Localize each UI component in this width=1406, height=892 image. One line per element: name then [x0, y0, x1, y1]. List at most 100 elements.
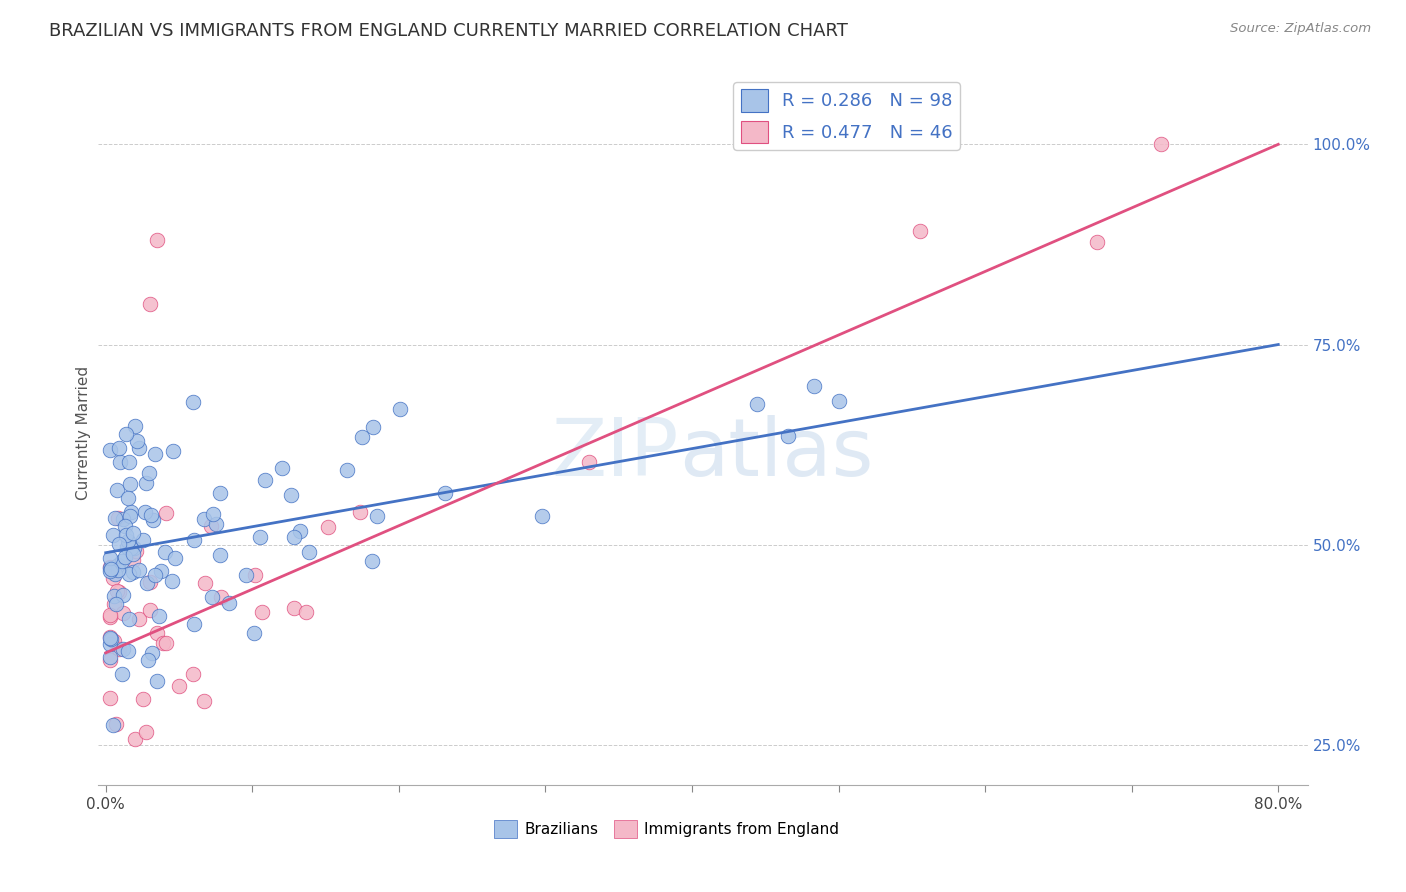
Point: [98, 650, 121, 665]
Point: [162, 443, 184, 458]
Point: [145, 674, 167, 689]
Point: [209, 486, 232, 500]
Point: [352, 429, 374, 443]
Point: [163, 551, 186, 566]
Point: [100, 562, 122, 576]
Point: [349, 505, 371, 519]
Point: [298, 545, 321, 559]
Point: [105, 583, 128, 598]
Point: [530, 508, 553, 523]
Point: [138, 297, 160, 311]
Point: [145, 626, 167, 640]
Point: [135, 475, 157, 490]
Point: [122, 547, 145, 561]
Point: [366, 509, 388, 524]
Point: [98, 607, 121, 622]
Point: [98, 630, 121, 644]
Y-axis label: Currently Married: Currently Married: [76, 366, 91, 500]
Point: [98, 560, 121, 574]
Point: [142, 513, 165, 527]
Point: [103, 634, 125, 648]
Point: [122, 541, 145, 555]
Point: [218, 596, 240, 610]
Text: Source: ZipAtlas.com: Source: ZipAtlas.com: [1230, 22, 1371, 36]
Point: [318, 520, 340, 534]
Point: [122, 566, 145, 580]
Point: [98, 560, 121, 574]
Point: [193, 512, 215, 526]
Point: [202, 507, 225, 521]
Point: [138, 467, 160, 481]
Point: [141, 646, 163, 660]
Point: [101, 718, 124, 732]
Point: [152, 636, 174, 650]
Point: [145, 447, 167, 461]
Point: [155, 506, 177, 520]
Point: [745, 397, 768, 411]
Point: [120, 505, 142, 519]
Point: [143, 568, 166, 582]
Point: [908, 224, 931, 238]
Point: [98, 631, 121, 645]
Text: BRAZILIAN VS IMMIGRANTS FROM ENGLAND CURRENTLY MARRIED CORRELATION CHART: BRAZILIAN VS IMMIGRANTS FROM ENGLAND CUR…: [49, 22, 848, 40]
Point: [361, 554, 384, 568]
Point: [101, 528, 124, 542]
Point: [107, 563, 129, 577]
Point: [128, 563, 150, 577]
Point: [114, 550, 136, 565]
Point: [136, 653, 159, 667]
Point: [104, 567, 127, 582]
Point: [108, 585, 131, 599]
Text: atlas: atlas: [679, 415, 873, 492]
Point: [1085, 235, 1108, 250]
Point: [271, 460, 294, 475]
Point: [138, 603, 160, 617]
Point: [121, 525, 143, 540]
Point: [162, 574, 184, 588]
Point: [98, 637, 121, 651]
Point: [111, 554, 134, 568]
Point: [115, 528, 138, 542]
Point: [295, 605, 318, 619]
Point: [235, 568, 257, 582]
Point: [283, 601, 305, 615]
Point: [122, 553, 145, 567]
Point: [118, 612, 141, 626]
Text: ZIP: ZIP: [551, 415, 679, 492]
Legend: Brazilians, Immigrants from England: Brazilians, Immigrants from England: [488, 814, 845, 844]
Point: [98, 653, 121, 667]
Point: [98, 610, 121, 624]
Point: [201, 590, 224, 604]
Point: [128, 612, 150, 626]
Point: [105, 483, 128, 497]
Point: [138, 575, 160, 590]
Point: [181, 395, 204, 409]
Point: [253, 474, 276, 488]
Point: [150, 564, 173, 578]
Point: [100, 632, 122, 646]
Point: [101, 571, 124, 585]
Point: [209, 590, 232, 604]
Point: [117, 534, 139, 549]
Point: [107, 558, 129, 573]
Point: [103, 597, 125, 611]
Point: [280, 488, 302, 502]
Point: [433, 486, 456, 500]
Point: [118, 509, 141, 524]
Point: [204, 516, 226, 531]
Point: [104, 598, 127, 612]
Point: [115, 540, 138, 554]
Point: [132, 692, 155, 706]
Point: [194, 575, 217, 590]
Point: [105, 717, 128, 731]
Point: [361, 420, 384, 434]
Point: [250, 606, 273, 620]
Point: [155, 636, 177, 650]
Point: [136, 575, 159, 590]
Point: [167, 679, 190, 693]
Point: [135, 725, 157, 739]
Point: [288, 524, 311, 538]
Point: [245, 568, 267, 582]
Point: [183, 533, 205, 547]
Point: [124, 731, 146, 746]
